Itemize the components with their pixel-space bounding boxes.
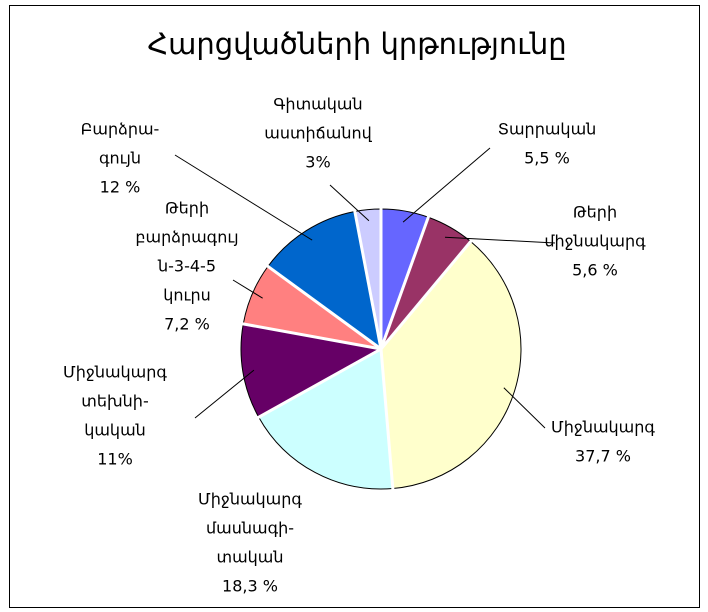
slice-gap <box>353 210 383 350</box>
value-label: 12 % <box>100 178 141 197</box>
pie-slice <box>267 210 382 351</box>
slice-gap <box>379 348 395 490</box>
pie-slice <box>258 348 394 490</box>
slice-label: Թերի <box>165 199 209 218</box>
slice-label: կական <box>84 421 146 440</box>
value-label: 7,2 % <box>164 315 210 334</box>
slice-label: Միջնակարգ <box>198 490 302 509</box>
slice-label: Թերի <box>573 203 617 222</box>
leader-line <box>444 236 556 244</box>
slice-label: ն-3-4-5 <box>157 257 216 276</box>
chart-title: Հարցվածների կրթությունը <box>147 27 566 61</box>
slice-gap <box>257 347 382 420</box>
slice-label: Միջնակարգ <box>63 363 167 382</box>
slice-label: Բարձրա- <box>81 120 160 139</box>
value-label: 18,3 % <box>222 577 278 596</box>
slice-label: մասնագի- <box>206 519 294 538</box>
slice-label: աստիճանով <box>264 124 372 143</box>
leader-line <box>232 279 263 299</box>
value-label: 11% <box>97 450 133 469</box>
slice-label: գույն <box>99 149 141 168</box>
leader-line <box>329 184 370 222</box>
slice-label: Միջնակարգ <box>551 418 655 437</box>
value-label: 5,6 % <box>572 261 618 280</box>
value-label: 3% <box>305 153 330 172</box>
slice-label: բարձրագույ <box>135 228 238 247</box>
slice-gap <box>266 264 382 351</box>
leader-line <box>503 387 546 429</box>
slice-gap <box>242 322 382 351</box>
slice-label: Տարրական <box>498 120 597 139</box>
leader-line <box>194 369 255 419</box>
slice-label: կուրս <box>163 286 211 305</box>
slice-label: միջնակարգ <box>544 232 646 251</box>
value-label: 37,7 % <box>575 447 631 466</box>
value-label: 5,5 % <box>524 149 570 168</box>
slice-gap <box>379 215 431 350</box>
pie-slice <box>240 323 383 418</box>
slice-label: Գիտական <box>273 95 362 114</box>
leader-line <box>402 147 491 223</box>
slice-label: տական <box>216 548 283 567</box>
pie-slice <box>380 240 522 490</box>
leader-line <box>174 154 313 241</box>
slice-gap <box>379 239 473 350</box>
slice-label: տեխնի- <box>81 392 148 411</box>
